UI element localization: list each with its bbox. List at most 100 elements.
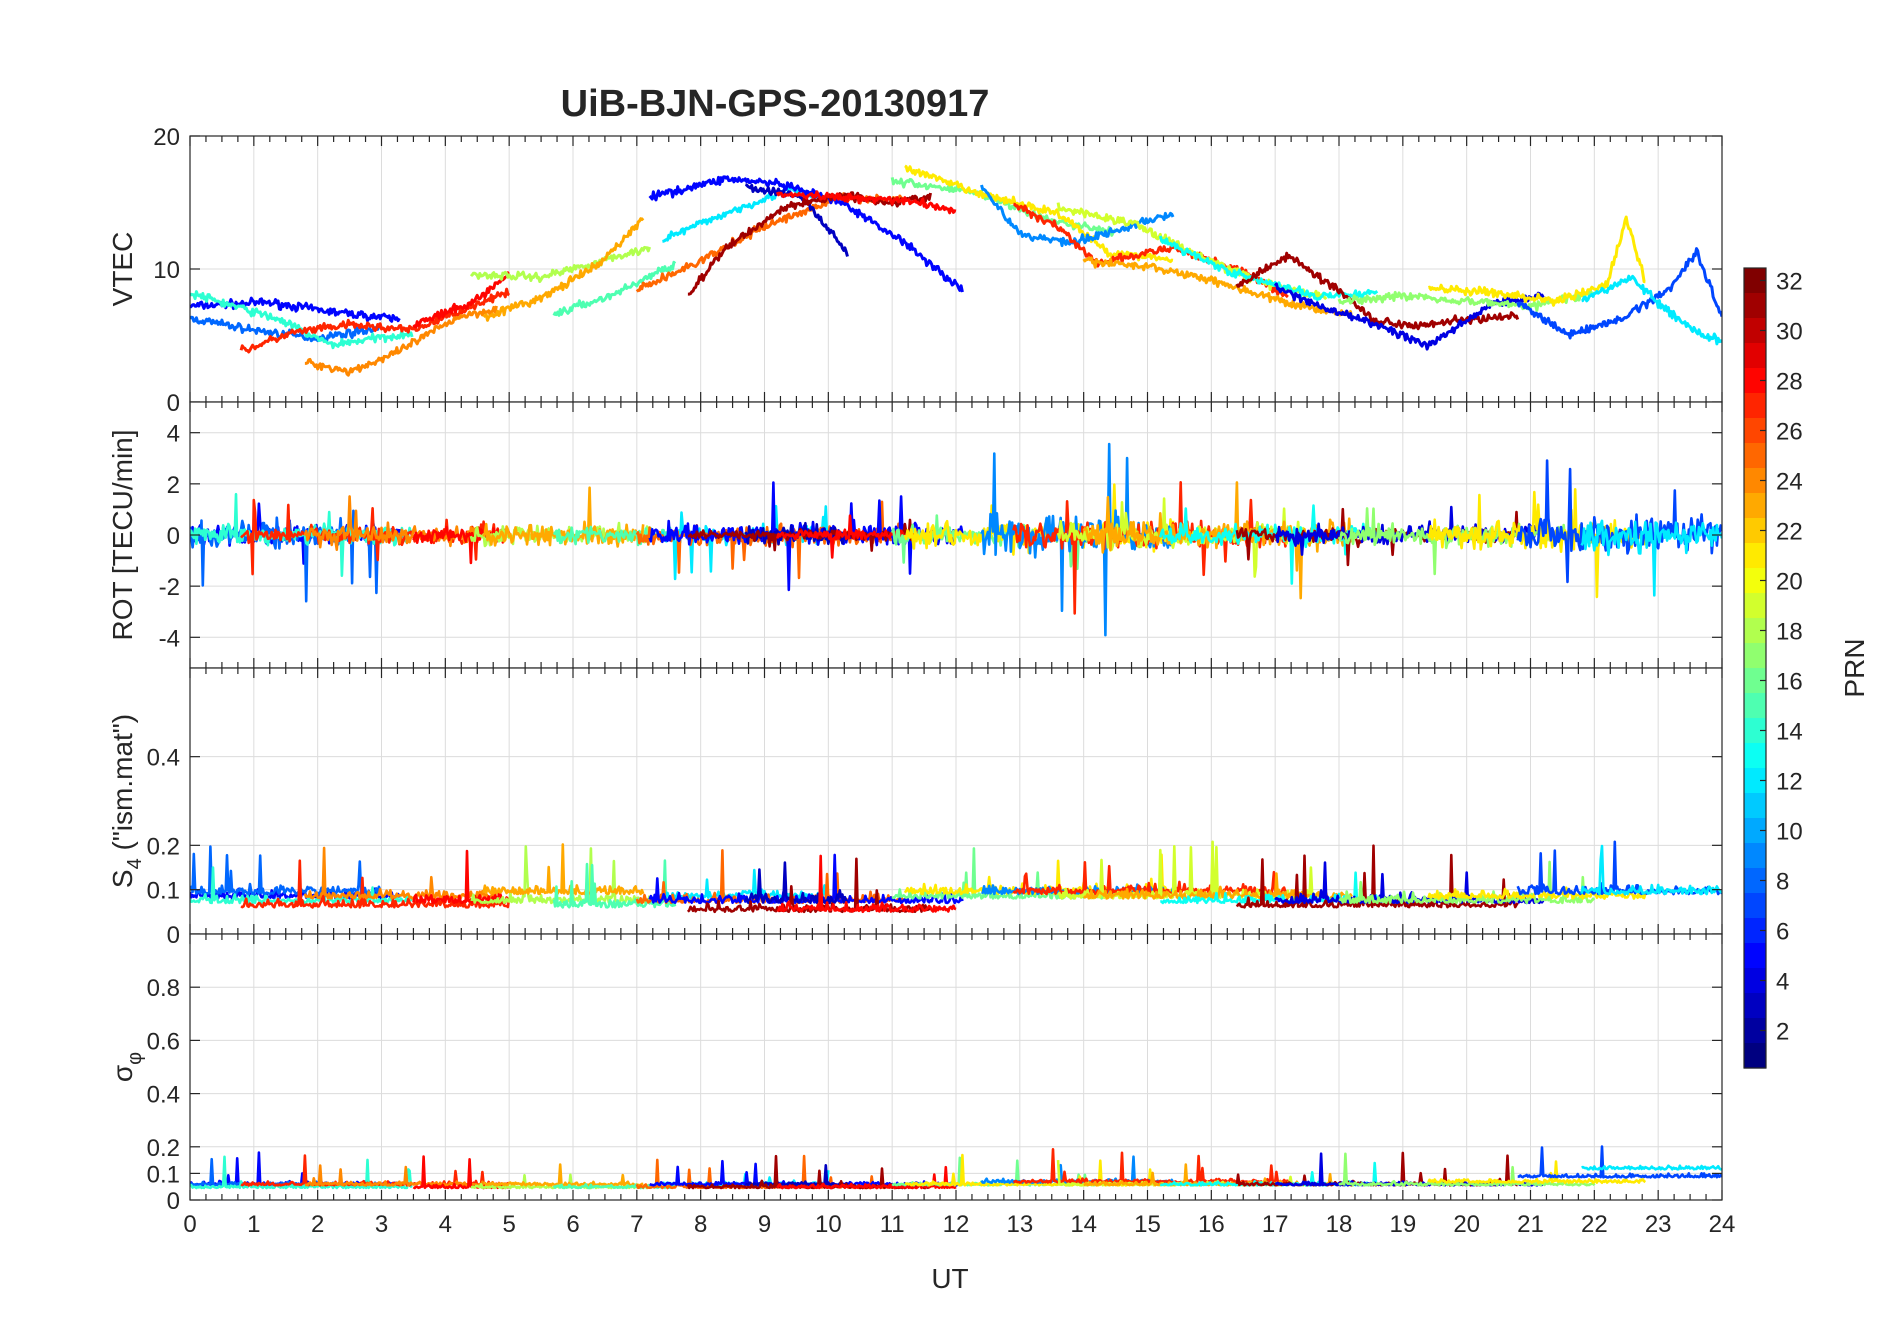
series-line-prn-27 (239, 287, 511, 354)
series-line-prn-23 (482, 486, 645, 548)
grid (189, 934, 1723, 1201)
series-line-prn-28 (412, 271, 511, 329)
colorbar-segment (1744, 818, 1766, 844)
series-line-prn-15 (552, 260, 677, 317)
y-tick-label: 0.1 (147, 1161, 180, 1188)
series-line-prn-15 (552, 859, 677, 909)
series-line-prn-12 (661, 868, 830, 900)
series-line-prn-23 (482, 217, 645, 322)
y-tick-label: 20 (153, 124, 180, 151)
series-line-prn-24 (303, 495, 497, 552)
x-tick-label: 22 (1581, 1211, 1608, 1238)
series-line-prn-3 (744, 861, 849, 905)
series-line-prn-12 (1580, 519, 1722, 597)
colorbar-segment (1744, 293, 1766, 319)
series-line-prn-7 (1517, 1145, 1722, 1179)
y-tick-label: 0.6 (147, 1028, 180, 1055)
y-tick-label: 0.2 (147, 833, 180, 860)
series-line-prn-27 (1013, 202, 1289, 299)
x-tick-label: 11 (880, 1211, 905, 1238)
panel-3: 0 0.1 0.2 0.4S4 ("ism.mat") (107, 667, 1723, 949)
x-tick-label: 20 (1453, 1211, 1480, 1238)
colorbar-segment (1744, 768, 1766, 794)
x-tick-label: 7 (630, 1211, 643, 1238)
series-group (190, 164, 1722, 377)
colorbar-segment (1744, 543, 1766, 569)
series-line-prn-24 (304, 1164, 497, 1187)
colorbar-tick-label: 16 (1776, 669, 1803, 696)
colorbar-segment (1744, 368, 1766, 394)
y-tick-label: -4 (159, 625, 180, 652)
series-line-prn-14 (190, 1155, 413, 1190)
series-line-prn-28 (776, 854, 957, 914)
colorbar-label: PRN (1839, 638, 1870, 697)
series-line-prn-28 (776, 1165, 957, 1190)
colorbar-segment (1744, 568, 1766, 594)
colorbar-tick-label: 24 (1776, 469, 1803, 496)
colorbar-segment (1744, 343, 1766, 369)
series-line-prn-28 (775, 190, 957, 215)
x-tick-label: 24 (1709, 1211, 1736, 1238)
x-tick-label: 2 (311, 1211, 324, 1238)
y-tick-label: 0 (167, 523, 180, 550)
colorbar-tick-label: 8 (1776, 869, 1789, 896)
y-axis-label: S4 ("ism.mat") (107, 714, 146, 888)
x-tick-label: 16 (1198, 1211, 1225, 1238)
y-axis-label: σφ (107, 1052, 146, 1082)
series-line-prn-5 (648, 175, 964, 293)
colorbar-segment (1744, 843, 1766, 869)
colorbar-tick-label: 4 (1776, 969, 1789, 996)
series-line-prn-18 (470, 845, 651, 905)
x-tick-label: 15 (1134, 1211, 1161, 1238)
colorbar-tick-label: 30 (1776, 319, 1803, 346)
series-line-prn-27 (240, 859, 511, 909)
x-tick-label: 13 (1006, 1211, 1033, 1238)
series-line-prn-18 (469, 245, 652, 283)
series-line-prn-17 (1338, 860, 1596, 905)
colorbar-segment (1744, 643, 1766, 669)
colorbar-tick-label: 18 (1776, 619, 1803, 646)
series-line-prn-7 (1516, 247, 1722, 340)
colorbar-segment (1744, 743, 1766, 769)
colorbar-segment (1744, 268, 1766, 294)
colorbar-tick-label: 6 (1776, 919, 1789, 946)
colorbar-segment (1744, 593, 1766, 619)
colorbar-segment (1744, 418, 1766, 444)
y-axis-label: VTEC (107, 232, 138, 307)
colorbar-segment (1744, 968, 1766, 994)
y-tick-label: 0.2 (147, 1135, 180, 1162)
chart-title: UiB-BJN-GPS-20130917 (561, 83, 990, 125)
series-line-prn-31 (1235, 844, 1519, 909)
y-tick-label: 0.4 (147, 1082, 180, 1109)
colorbar-segment (1744, 693, 1766, 719)
x-tick-label: 9 (758, 1211, 771, 1238)
y-tick-label: 0 (167, 1188, 180, 1215)
series-line-prn-21 (1427, 1160, 1647, 1184)
x-tick-label: 18 (1326, 1211, 1353, 1238)
tick-marks (189, 402, 1723, 668)
x-tick-label: 1 (247, 1211, 260, 1238)
x-tick-label: 8 (694, 1211, 707, 1238)
colorbar-tick-label: 26 (1776, 419, 1803, 446)
colorbar-segment (1744, 518, 1766, 544)
colorbar-segment (1744, 868, 1766, 894)
series-line-prn-24 (303, 846, 498, 900)
colorbar-tick-label: 22 (1776, 519, 1803, 546)
series-line-prn-12 (1581, 274, 1722, 346)
colorbar-segment (1744, 668, 1766, 694)
colorbar-segment (1744, 468, 1766, 494)
colorbar-tick-label: 32 (1776, 269, 1803, 296)
colorbar-segment (1744, 943, 1766, 969)
panel-1: 0 10 20 VTEC (107, 124, 1723, 417)
colorbar-segment (1744, 618, 1766, 644)
y-tick-label: 0 (167, 922, 180, 949)
x-tick-label: 17 (1262, 1211, 1289, 1238)
x-tick-label: 10 (815, 1211, 842, 1238)
colorbar-segment (1744, 1018, 1766, 1044)
y-axis-label: ROT [TECU/min] (107, 429, 138, 640)
x-tick-label: 5 (502, 1211, 515, 1238)
colorbar-tick-label: 10 (1776, 819, 1803, 846)
y-tick-label: 0 (167, 390, 180, 417)
